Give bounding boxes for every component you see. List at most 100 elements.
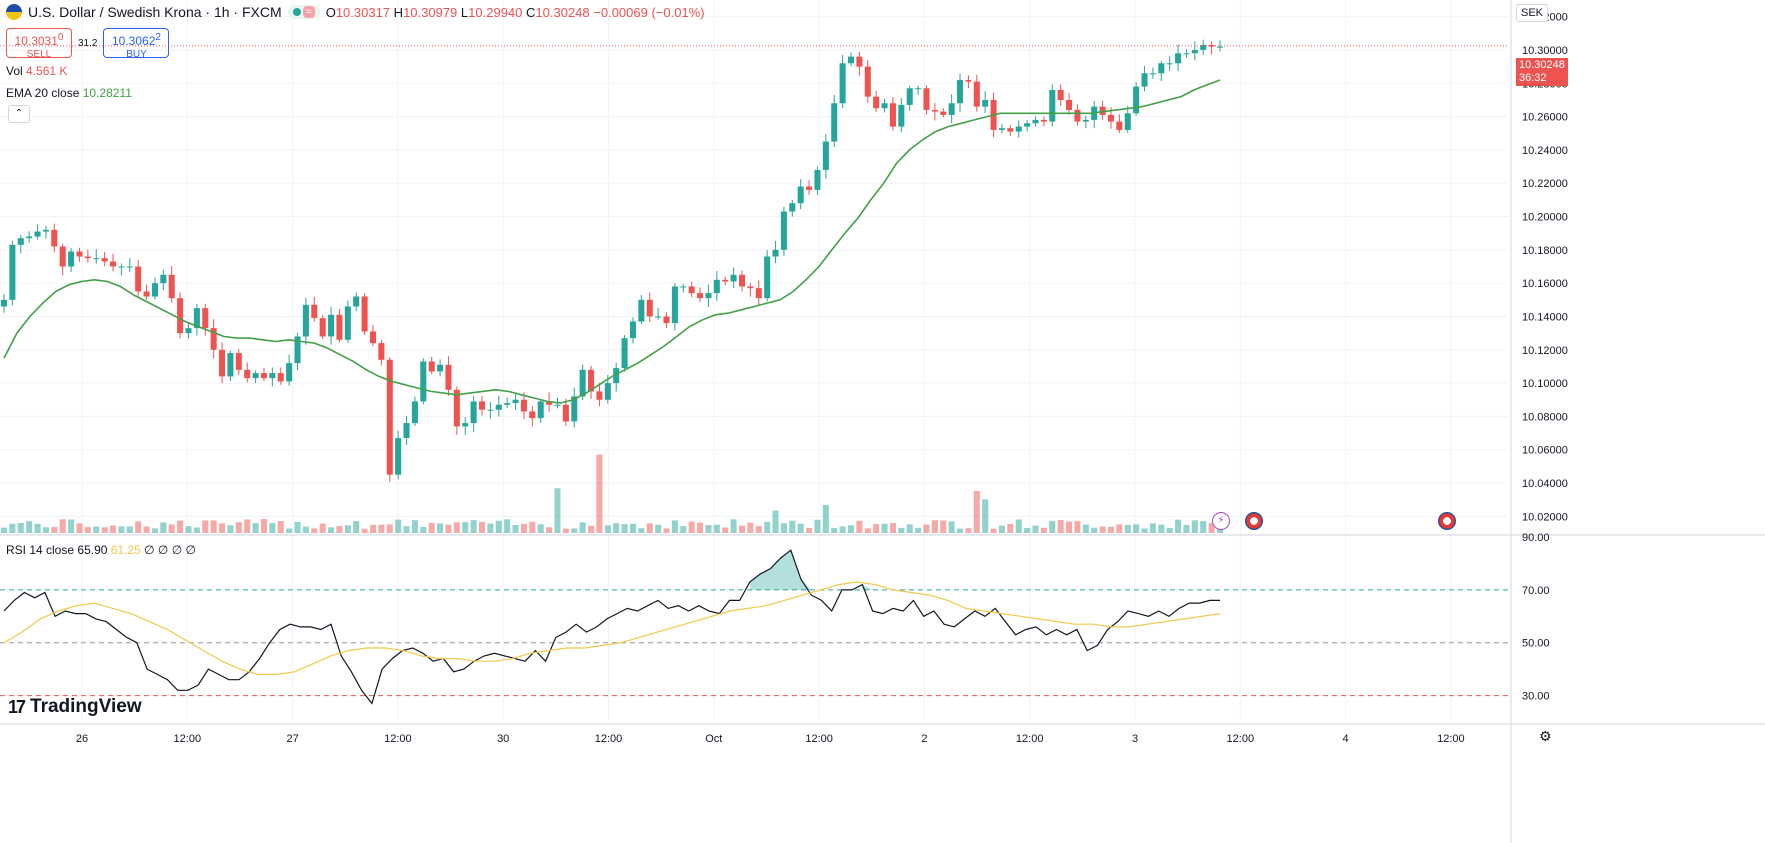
volume-bar [395,519,402,533]
price-tick-label: 10.14000 [1522,311,1568,323]
volume-bar [235,522,242,533]
candle-body [588,369,595,392]
volume-bar [797,523,804,533]
candle-body [1107,114,1114,122]
candle-body [101,258,108,262]
candle-body [646,299,653,317]
candle-body [621,338,628,369]
volume-bar [1074,521,1081,533]
volume-bar [1191,520,1198,533]
volume-bar [17,523,24,533]
candle-body [915,88,922,90]
volume-bar [34,523,41,533]
volume-bar [252,523,259,533]
rsi-tick-label: 50.00 [1522,638,1550,650]
volume-bar [621,524,628,533]
price-tick-label: 10.10000 [1522,378,1568,390]
candle-body [1066,99,1073,110]
rsi-legend[interactable]: RSI 14 close 65.90 61.25 ∅ ∅ ∅ ∅ [6,543,196,557]
candle-body [898,104,905,127]
volume-legend[interactable]: Vol 4.561 K [6,64,67,78]
volume-bar [151,528,158,533]
rsi-label: RSI 14 close [6,543,75,557]
volume-bar [680,526,687,533]
tradingview-logo[interactable]: 17 TradingView [8,696,142,718]
candle-body [227,353,234,377]
volume-bar [118,526,125,533]
volume-bar [738,525,746,533]
volume-bar [1091,527,1098,533]
candle-body [889,103,896,127]
candle-body [864,66,871,97]
volume-bar [59,519,66,533]
rsi-tick-label: 90.00 [1522,532,1550,544]
candle-body [663,316,670,324]
volume-bar [177,520,184,533]
volume-bar [780,523,787,533]
volume-bar [1133,524,1140,533]
buy-label: BUY [126,49,147,60]
collapse-legend-button[interactable]: ⌃ [8,105,30,123]
ema-legend[interactable]: EMA 20 close 10.28211 [6,86,132,100]
candle-body [51,229,58,247]
rsi-line [3,549,1220,705]
volume-bar [1032,525,1039,533]
currency-button[interactable]: SEK [1516,4,1549,22]
candle-body [135,266,142,292]
ema-line [3,79,1221,404]
candle-body [982,99,989,107]
candle-body [151,283,158,297]
candle-body [1141,73,1148,87]
dividend-event-icon[interactable]: ⚡ [1212,512,1230,530]
time-tick-label: 12:00 [595,733,623,745]
volume-bar [990,528,997,533]
volume-bar [344,525,351,533]
candle-body [772,249,779,257]
candle-body [613,368,620,384]
volume-bar [428,522,435,533]
volume-bar [839,526,846,533]
market-open-dot-icon [292,8,301,16]
candle-body [1116,121,1123,130]
volume-bar [764,521,771,533]
candle-body [59,246,66,267]
candle-body [210,328,217,350]
candle-body [269,373,276,379]
volume-bar [772,510,779,533]
volume-bar [722,527,729,533]
candle-body [822,141,829,170]
rsi-value: 65.90 [77,543,108,557]
market-status-pill[interactable]: ≈ [287,5,320,19]
volume-bar [101,527,108,533]
us-economic-event-icon[interactable] [1245,512,1263,530]
symbol-title[interactable]: U.S. Dollar / Swedish Krona · 1h · FXCM [28,4,282,20]
volume-bar [881,523,888,533]
candle-body [529,411,536,419]
low-label: L [460,4,469,20]
sell-button[interactable]: 10.30310 SELL [6,28,72,60]
us-economic-event-icon[interactable] [1438,512,1456,530]
settings-gear-icon[interactable]: ⚙ [1539,728,1552,744]
candle-body [369,331,377,344]
volume-bar [982,499,989,533]
candle-body [244,369,251,379]
volume-bar [629,523,636,533]
price-tick-label: 10.24000 [1522,145,1568,157]
volume-bar [948,521,955,533]
symbol-legend: U.S. Dollar / Swedish Krona · 1h · FXCM … [6,4,705,20]
volume-bar [747,522,754,533]
buy-button[interactable]: 10.30622 BUY [103,28,170,60]
volume-bar [227,525,234,533]
volume-bar [814,519,821,533]
candle-body [1015,126,1022,132]
volume-bar [529,521,536,533]
candle-body [411,401,418,424]
candle-body [1032,119,1039,124]
last-price-value: 10.30248 [1519,59,1565,71]
close-label: C [526,4,536,20]
candle-body [1183,53,1190,55]
volume-bar [369,524,377,533]
volume-bar [537,524,544,533]
candle-body [537,401,544,419]
